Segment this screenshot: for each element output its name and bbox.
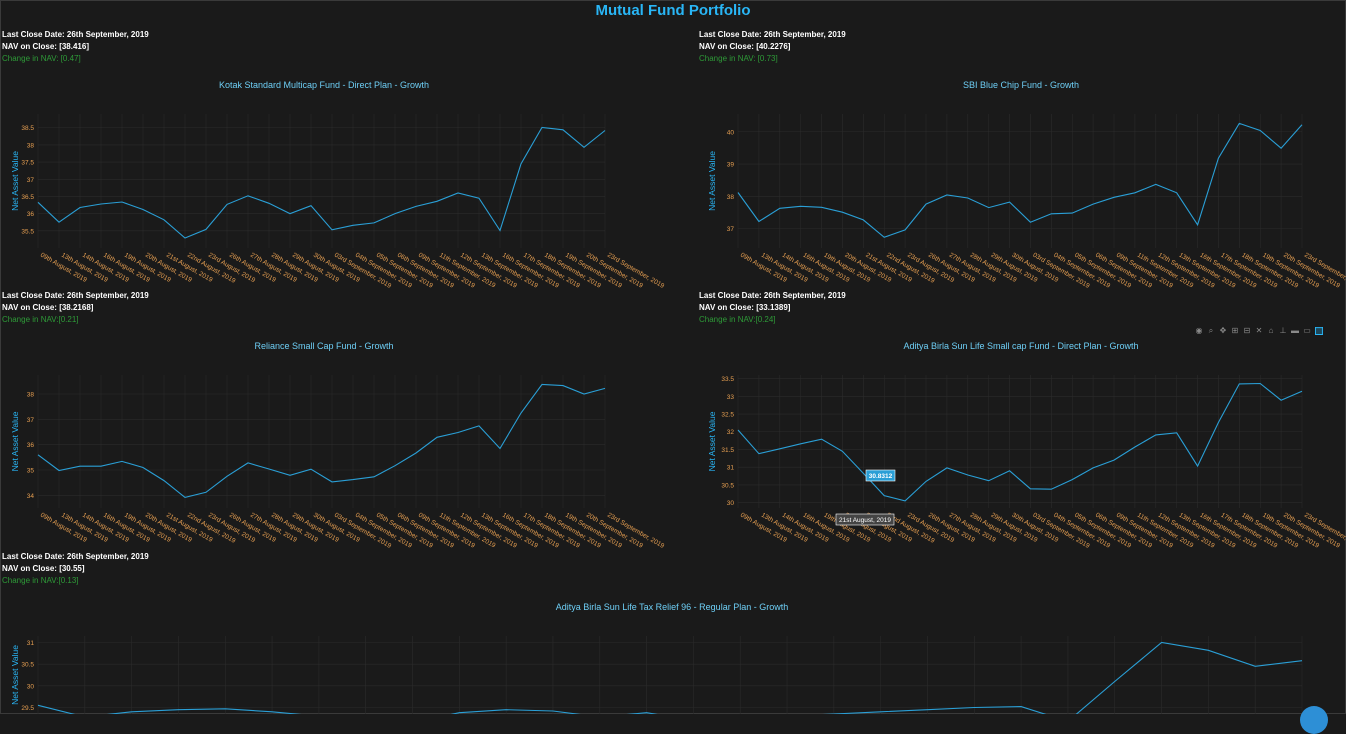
y-tick-label: 37	[727, 226, 735, 233]
nav-change: Change in NAV: [0.47]	[2, 54, 81, 63]
page-title: Mutual Fund Portfolio	[595, 2, 751, 19]
nav-change: Change in NAV: [0.73]	[699, 54, 778, 63]
y-tick-label: 38.5	[21, 125, 34, 132]
nav-change: Change in NAV:[0.24]	[699, 315, 776, 324]
y-tick-label: 35	[27, 468, 35, 475]
last-close-date: Last Close Date: 26th September, 2019	[2, 291, 149, 300]
chart-title: Aditya Birla Sun Life Small cap Fund - D…	[903, 341, 1139, 351]
nav-on-close: NAV on Close: [38.2168]	[2, 303, 94, 312]
reset-axes-icon[interactable]: ⌂	[1268, 326, 1274, 335]
y-tick-label: 31	[727, 465, 735, 472]
y-tick-label: 36	[27, 442, 35, 449]
tooltip-value-box	[865, 469, 896, 482]
plotly-logo-icon[interactable]: ▦	[1315, 326, 1323, 335]
chart-title: Kotak Standard Multicap Fund - Direct Pl…	[218, 80, 430, 90]
y-tick-label: 38	[27, 392, 35, 399]
y-tick-label: 32	[727, 429, 735, 436]
y-tick-label: 37	[27, 177, 35, 184]
y-tick-label: 30	[27, 683, 35, 690]
y-tick-label: 39	[727, 162, 735, 169]
y-tick-label: 37.5	[21, 160, 34, 167]
fund-info-kotak: Last Close Date: 26th September, 2019 NA…	[2, 29, 149, 65]
y-tick-label: 34	[27, 493, 35, 500]
help-button[interactable]	[1300, 706, 1328, 734]
nav-change: Change in NAV:[0.21]	[2, 315, 79, 324]
chart-title-panel: SBI Blue Chip Fund - Growth	[698, 80, 1344, 92]
y-tick-label: 38	[27, 142, 35, 149]
y-tick-label: 35.5	[21, 228, 34, 235]
last-close-date: Last Close Date: 26th September, 2019	[2, 30, 149, 39]
fund-info-absl-tax: Last Close Date: 26th September, 2019 NA…	[2, 551, 149, 587]
compare-hover-icon[interactable]: ▬	[1291, 326, 1299, 335]
y-axis-label: Net Asset Value	[10, 411, 20, 471]
nav-on-close: NAV on Close: [30.55]	[2, 564, 85, 573]
fund-info-reliance: Last Close Date: 26th September, 2019 NA…	[2, 290, 149, 326]
y-tick-label: 36.5	[21, 194, 34, 201]
tooltip-date: 21st August, 2019	[839, 517, 891, 524]
nav-series-line	[37, 641, 1303, 714]
pan-icon[interactable]: ✥	[1219, 326, 1227, 335]
closest-hover-icon[interactable]: ▭	[1303, 326, 1311, 335]
fund-info-sbi: Last Close Date: 26th September, 2019 NA…	[699, 29, 846, 65]
zoom-out-icon[interactable]: ⊟	[1243, 326, 1251, 335]
autoscale-icon[interactable]: ✕	[1255, 326, 1263, 335]
y-tick-label: 30.5	[21, 662, 34, 669]
nav-series-line	[37, 383, 606, 498]
y-tick-label: 32.5	[721, 412, 734, 419]
last-close-date: Last Close Date: 26th September, 2019	[699, 291, 846, 300]
y-axis-label: Net Asset Value	[707, 151, 717, 211]
chart-title-panel: Aditya Birla Sun Life Tax Relief 96 - Re…	[0, 602, 1344, 614]
y-tick-label: 31.5	[721, 447, 734, 454]
fund-info-absl-smallcap: Last Close Date: 26th September, 2019 NA…	[699, 290, 846, 326]
y-tick-label: 40	[727, 129, 735, 136]
chart-title-panel: Kotak Standard Multicap Fund - Direct Pl…	[0, 80, 648, 92]
spike-lines-icon[interactable]: ⊥	[1279, 326, 1287, 335]
y-tick-label: 37	[27, 417, 35, 424]
tooltip-date-box	[835, 513, 895, 526]
nav-on-close: NAV on Close: [33.1389]	[699, 303, 791, 312]
chart-title: Reliance Small Cap Fund - Growth	[254, 341, 394, 351]
y-tick-label: 29.5	[21, 705, 34, 712]
camera-icon[interactable]: ◉	[1195, 326, 1203, 335]
y-axis-label: Net Asset Value	[10, 645, 20, 705]
y-tick-label: 31	[27, 640, 35, 647]
y-tick-label: 33	[727, 394, 735, 401]
zoom-in-icon[interactable]: ⊞	[1231, 326, 1239, 335]
last-close-date: Last Close Date: 26th September, 2019	[699, 30, 846, 39]
chart-title-panel: Aditya Birla Sun Life Small cap Fund - D…	[698, 341, 1344, 353]
y-tick-label: 36	[27, 211, 35, 218]
y-tick-label: 33.5	[721, 376, 734, 383]
chart-title: Aditya Birla Sun Life Tax Relief 96 - Re…	[555, 602, 789, 612]
hover-tooltip: 30.8312 21st August, 2019	[835, 469, 896, 526]
y-axis-label: Net Asset Value	[10, 151, 20, 211]
nav-change: Change in NAV:[0.13]	[2, 576, 79, 585]
nav-on-close: NAV on Close: [38.416]	[2, 42, 89, 51]
last-close-date: Last Close Date: 26th September, 2019	[2, 552, 149, 561]
chart-title-panel: Reliance Small Cap Fund - Growth	[0, 341, 648, 353]
zoom-icon[interactable]: ⌕	[1208, 326, 1214, 335]
chart-modebar: ◉ ⌕ ✥ ⊞ ⊟ ✕ ⌂ ⊥ ▬ ▭ ▦	[1195, 327, 1323, 337]
nav-series-line	[37, 126, 606, 239]
nav-on-close: NAV on Close: [40.2276]	[699, 42, 791, 51]
tooltip-value: 30.8312	[869, 473, 893, 480]
y-tick-label: 30.5	[721, 482, 734, 489]
chart-title: SBI Blue Chip Fund - Growth	[962, 80, 1080, 90]
nav-series-line	[737, 382, 1303, 502]
y-axis-label: Net Asset Value	[707, 411, 717, 471]
nav-series-line	[737, 122, 1303, 238]
y-tick-label: 30	[727, 500, 735, 507]
fund-chart: 29.5 30 30.5 31 Net Asset Value	[10, 636, 1303, 714]
y-tick-label: 38	[727, 194, 735, 201]
